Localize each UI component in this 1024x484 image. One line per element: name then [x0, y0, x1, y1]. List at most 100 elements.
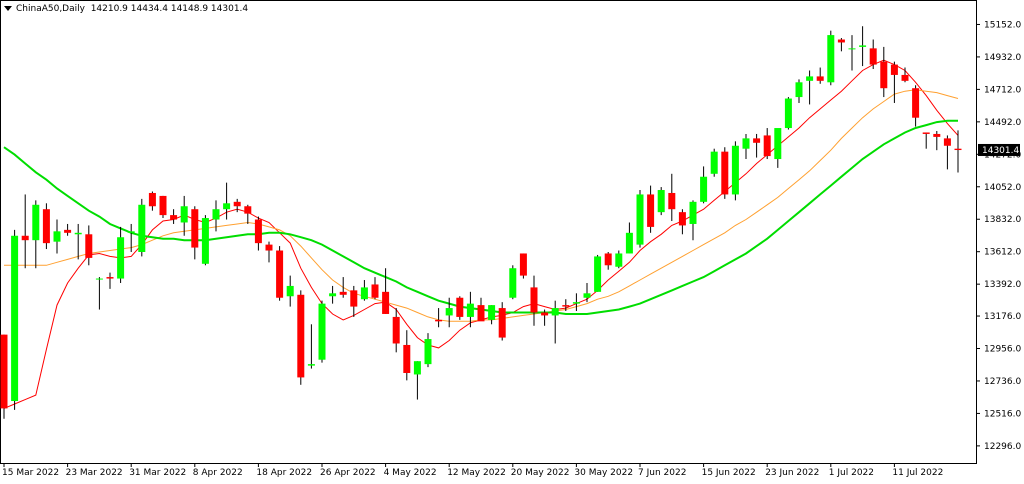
- candle-body: [795, 82, 803, 98]
- candle-body: [159, 195, 167, 216]
- y-tick-label: 14712.0: [984, 85, 1021, 95]
- candle-body: [0, 334, 8, 409]
- candle-body: [753, 138, 761, 143]
- candle-body: [85, 234, 93, 258]
- candle-body: [636, 194, 644, 245]
- candle-body: [827, 35, 835, 83]
- candle-body: [403, 344, 411, 373]
- candle-body: [954, 148, 962, 151]
- x-tick-label: 23 Mar 2022: [66, 468, 123, 478]
- candle-body: [201, 218, 209, 264]
- candle-body: [424, 339, 432, 365]
- candle-body: [127, 231, 135, 233]
- candle-body: [519, 253, 527, 276]
- candle-body: [678, 212, 686, 226]
- x-tick-label: 31 Mar 2022: [129, 468, 186, 478]
- candle-body: [837, 39, 845, 43]
- candle-body: [445, 308, 453, 316]
- y-tick-label: 12516.0: [984, 409, 1021, 419]
- current-price-box: [978, 143, 1020, 156]
- y-tick-label: 12296.0: [984, 442, 1021, 452]
- candle-body: [668, 192, 676, 210]
- candle-body: [498, 308, 506, 338]
- candle-body: [106, 277, 114, 279]
- candle-body: [541, 312, 549, 316]
- candle-body: [721, 151, 729, 195]
- candle-body: [922, 132, 930, 134]
- y-tick-label: 14492.0: [984, 118, 1021, 128]
- y-tick-label: 15152.0: [984, 20, 1021, 30]
- candle-body: [371, 284, 379, 298]
- candle-body: [594, 256, 602, 292]
- ohlc-values: 14210.9 14434.4 14148.9 14301.4: [90, 4, 249, 14]
- candle-body: [572, 302, 580, 304]
- candle-body: [244, 206, 252, 214]
- candle-body: [382, 291, 390, 314]
- candle-body: [254, 219, 262, 244]
- candle-body: [647, 194, 655, 227]
- candle-body: [488, 305, 496, 320]
- candle-body: [742, 138, 750, 149]
- y-tick-label: 13832.0: [984, 215, 1021, 225]
- candle-body: [816, 76, 824, 81]
- candle-body: [912, 88, 920, 118]
- dropdown-triangle-icon[interactable]: [4, 6, 12, 11]
- candle-body: [615, 253, 623, 267]
- candle-body: [297, 294, 305, 378]
- candle-body: [413, 361, 421, 375]
- candle-body: [74, 232, 82, 235]
- candle-body: [933, 133, 941, 137]
- x-tick-label: 20 May 2022: [511, 468, 570, 478]
- candle-body: [583, 293, 591, 298]
- candle-body: [625, 232, 633, 254]
- candle-body: [21, 235, 29, 241]
- moving-average-line: [3, 119, 958, 315]
- candle-body: [943, 138, 951, 146]
- candle-body: [901, 74, 909, 81]
- candle-body: [700, 176, 708, 202]
- candle-body: [32, 204, 40, 241]
- candle-body: [11, 235, 19, 402]
- y-tick-label: 13612.0: [984, 248, 1021, 258]
- candle-body: [392, 316, 400, 344]
- candle-body: [859, 45, 867, 47]
- candle-body: [329, 293, 337, 297]
- candle-body: [117, 237, 125, 279]
- candle-body: [657, 190, 665, 213]
- candle-body: [318, 303, 326, 360]
- candle-body: [350, 290, 358, 307]
- candle-body: [477, 305, 485, 322]
- y-tick-label: 12956.0: [984, 344, 1021, 354]
- candle-body: [869, 48, 877, 65]
- moving-average-line: [3, 59, 959, 409]
- candle-body: [286, 285, 294, 297]
- x-tick-label: 1 Jul 2022: [829, 468, 874, 478]
- candle-body: [774, 128, 782, 160]
- candle-body: [689, 201, 697, 224]
- x-tick-label: 15 Mar 2022: [2, 468, 59, 478]
- x-tick-label: 23 Jun 2022: [765, 468, 819, 478]
- candle-body: [233, 201, 241, 207]
- candle-body: [191, 209, 199, 248]
- candle-body: [806, 76, 814, 81]
- candle-body: [880, 61, 888, 89]
- candle-body: [466, 303, 474, 317]
- candle-body: [53, 231, 61, 242]
- candle-body: [551, 308, 559, 316]
- candle-body: [223, 203, 231, 210]
- candle-body: [890, 64, 898, 75]
- y-tick-label: 14052.0: [984, 183, 1021, 193]
- y-tick-label: 13176.0: [984, 312, 1021, 322]
- y-tick-label: 12736.0: [984, 377, 1021, 387]
- chart-header: ChinaA50,Daily 14210.9 14434.4 14148.9 1…: [4, 4, 248, 14]
- x-tick-label: 11 Jul 2022: [892, 468, 943, 478]
- candle-body: [604, 253, 612, 266]
- x-tick-label: 7 Jun 2022: [638, 468, 686, 478]
- x-tick-label: 18 Apr 2022: [256, 468, 312, 478]
- y-tick-label: 13392.0: [984, 280, 1021, 290]
- candle-body: [95, 278, 103, 280]
- candle-body: [265, 244, 273, 251]
- plot-frame: [0, 0, 977, 464]
